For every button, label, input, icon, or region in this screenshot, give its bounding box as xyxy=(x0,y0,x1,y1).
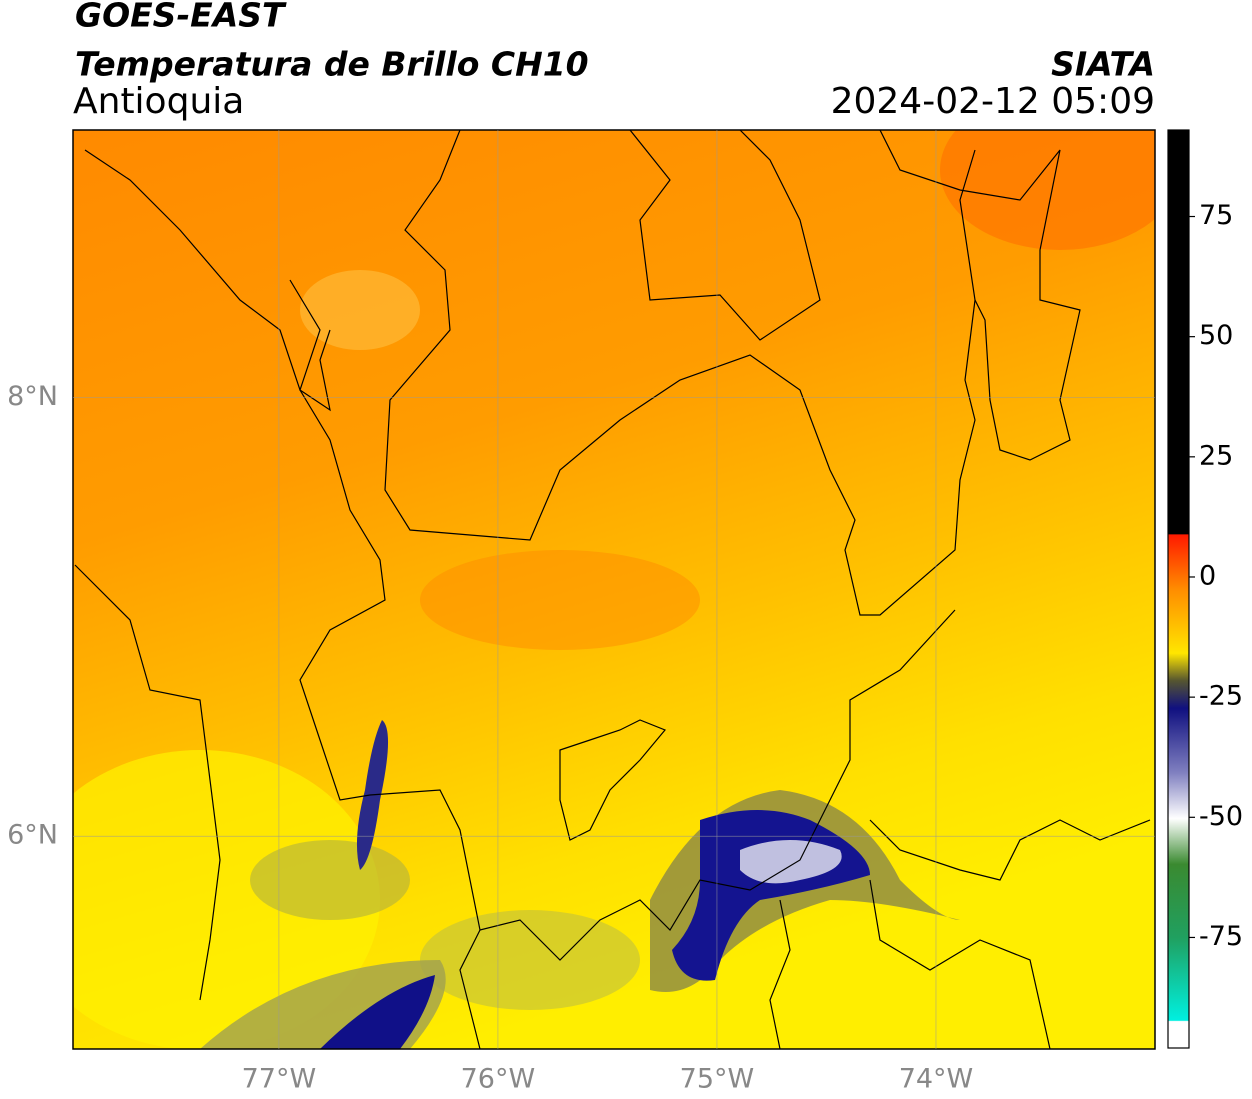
lon-label: 76°W xyxy=(461,1064,536,1095)
lon-label: 77°W xyxy=(242,1064,317,1095)
satellite: GOES-EAST xyxy=(75,0,287,35)
colorbar-label: 50 xyxy=(1199,320,1233,351)
agency: SIATA xyxy=(1051,45,1155,84)
colorbar-label: -25 xyxy=(1199,681,1243,712)
lat-label: 6°N xyxy=(7,820,58,851)
colorbar-label: -75 xyxy=(1199,921,1243,952)
lat-label: 8°N xyxy=(7,381,58,412)
lon-label: 74°W xyxy=(899,1064,974,1095)
map-frame xyxy=(72,129,1156,1050)
datetime: 2024-02-12 05:09 xyxy=(831,81,1155,122)
colorbar-label: 0 xyxy=(1199,560,1216,591)
colorbar xyxy=(1167,129,1190,1049)
colorbar-label: 75 xyxy=(1199,200,1233,231)
colorbar-label: 25 xyxy=(1199,440,1233,471)
product: Temperatura de Brillo CH10 xyxy=(75,45,589,84)
colorbar-label: -50 xyxy=(1199,801,1243,832)
map-image xyxy=(73,130,1155,1049)
lon-label: 75°W xyxy=(680,1064,755,1095)
region: Antioquia xyxy=(73,81,244,122)
